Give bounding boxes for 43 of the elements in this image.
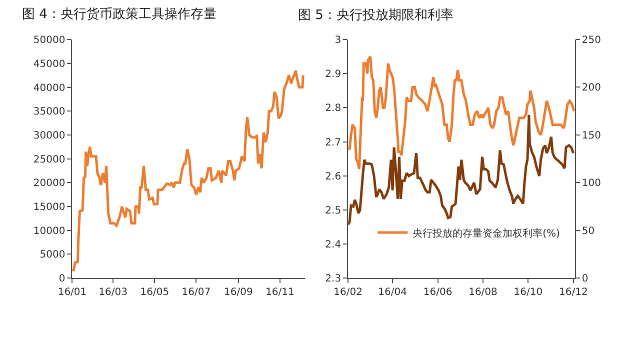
y-tick-label: 2.9: [325, 69, 342, 80]
y2-tick-label: 200: [582, 82, 601, 94]
y-tick-label: 10000: [33, 226, 66, 237]
line-series: [348, 55, 575, 170]
x-tick-label: 16/08: [468, 287, 498, 298]
chart-title: 图 4：央行货币政策工具操作存量: [22, 7, 216, 22]
x-tick-label: 16/05: [140, 287, 170, 298]
x-tick-label: 16/02: [334, 287, 362, 298]
y2-tick-label: 100: [582, 178, 601, 190]
line-series: [72, 69, 304, 272]
y-tick-label: 20000: [33, 178, 66, 190]
x-tick-label: 16/07: [182, 287, 211, 298]
legend-label: 央行投放的存量资金加权利率(%): [412, 227, 560, 240]
y-tick-label: 35000: [33, 106, 66, 118]
y2-tick-label: 150: [582, 130, 601, 142]
y-tick-label: 2.8: [325, 103, 342, 114]
x-tick-label: 16/10: [514, 287, 543, 298]
y-tick-label: 2.7: [325, 137, 342, 148]
x-tick-label: 16/09: [224, 287, 253, 298]
y2-tick-label: 250: [582, 35, 601, 46]
y2-tick-label: 50: [582, 226, 595, 237]
y-tick-label: 5000: [40, 250, 66, 261]
y-tick-label: 3: [334, 35, 342, 46]
y-tick-label: 25000: [33, 154, 66, 166]
y-tick-label: 2.3: [325, 274, 342, 285]
y-tick-label: 2.6: [325, 171, 342, 182]
y-tick-label: 40000: [33, 82, 66, 94]
y-tick-label: 0: [58, 274, 66, 285]
x-tick-label: 16/12: [559, 287, 588, 298]
line-series: [348, 114, 575, 226]
chart-title: 图 5：央行投放期限和利率: [298, 7, 454, 23]
y-tick-label: 2.4: [325, 239, 342, 250]
y-tick-label: 50000: [33, 35, 66, 46]
y-tick-label: 2.5: [325, 205, 342, 216]
y-tick-label: 30000: [33, 130, 66, 142]
x-tick-label: 16/06: [423, 287, 452, 298]
x-tick-label: 16/04: [378, 287, 407, 298]
x-tick-label: 16/03: [98, 287, 128, 298]
y2-tick-label: 0: [582, 274, 588, 285]
y-tick-label: 45000: [33, 58, 66, 70]
x-tick-label: 16/11: [266, 287, 294, 298]
y-tick-label: 15000: [33, 202, 66, 214]
x-tick-label: 16/01: [58, 287, 87, 298]
